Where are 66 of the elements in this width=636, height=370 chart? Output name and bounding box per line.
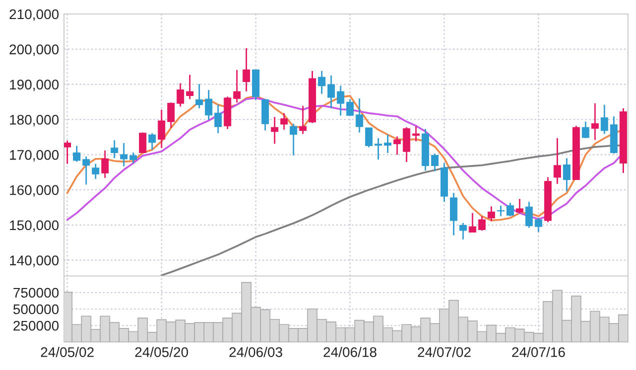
candlestick <box>393 136 401 156</box>
candlestick <box>365 126 373 148</box>
candlestick <box>270 116 278 144</box>
candlestick <box>186 74 194 100</box>
candlestick <box>204 89 212 121</box>
x-tick-label: 24/06/03 <box>229 346 282 358</box>
candlestick <box>582 120 590 139</box>
y-tick-label: 180,000 <box>10 114 59 126</box>
candlestick <box>82 156 90 186</box>
candlestick <box>120 142 128 167</box>
candlestick <box>356 98 364 134</box>
candlestick <box>506 202 514 217</box>
candlestick <box>534 217 542 233</box>
candlestick <box>73 145 80 162</box>
candlestick <box>196 83 203 109</box>
candlestick <box>242 47 250 92</box>
candlestick <box>516 198 524 214</box>
candlestick <box>468 212 476 234</box>
y-tick-label: 250000 <box>13 320 59 331</box>
y-tick-label: 170,000 <box>10 150 59 162</box>
y-tick-label: 500000 <box>13 304 59 314</box>
candlestick <box>336 85 344 116</box>
candlestick <box>176 82 184 108</box>
candlestick <box>318 70 326 95</box>
candlestick <box>459 222 467 240</box>
y-tick-label: 140,000 <box>10 256 59 267</box>
candlestick <box>478 216 486 232</box>
y-tick-label: 190,000 <box>10 80 59 92</box>
y-tick-label: 210,000 <box>10 9 59 21</box>
candlestick <box>384 134 392 154</box>
candlestick <box>346 98 354 116</box>
y-tick-label: 750000 <box>14 288 59 298</box>
candlestick <box>110 140 118 159</box>
candlestick <box>167 102 175 129</box>
candlestick <box>431 152 439 172</box>
candlestick <box>327 74 335 109</box>
candlestick <box>64 140 72 165</box>
candlestick <box>374 137 382 160</box>
candlestick <box>600 104 608 135</box>
candlestick <box>525 201 533 229</box>
candlestick <box>402 126 410 163</box>
candlestick <box>130 152 137 164</box>
x-tick-label: 24/05/02 <box>40 346 94 358</box>
candlestick <box>488 206 496 222</box>
candlestick <box>299 105 307 135</box>
candlestick <box>233 69 241 104</box>
candlestick <box>497 204 504 217</box>
x-tick-label: 24/05/20 <box>135 346 188 358</box>
candlestick <box>92 163 100 180</box>
y-tick-label: 160,000 <box>10 185 59 197</box>
candlestick <box>450 192 458 236</box>
candlestick <box>290 123 298 156</box>
candlestick <box>158 108 166 149</box>
candlestick <box>280 112 288 130</box>
candlestick <box>214 104 222 134</box>
candlestick <box>101 150 109 179</box>
candlestick <box>554 137 562 185</box>
candlestick <box>138 132 146 154</box>
y-tick-label: 200,000 <box>10 44 59 56</box>
x-tick-label: 24/07/02 <box>418 346 471 358</box>
x-tick-label: 24/06/18 <box>324 346 376 358</box>
candlestick <box>563 157 570 192</box>
candlestick <box>148 132 156 150</box>
y-tick-label: 150,000 <box>10 220 59 232</box>
candlestick <box>261 98 269 132</box>
x-tick-label: 24/07/16 <box>512 346 565 358</box>
